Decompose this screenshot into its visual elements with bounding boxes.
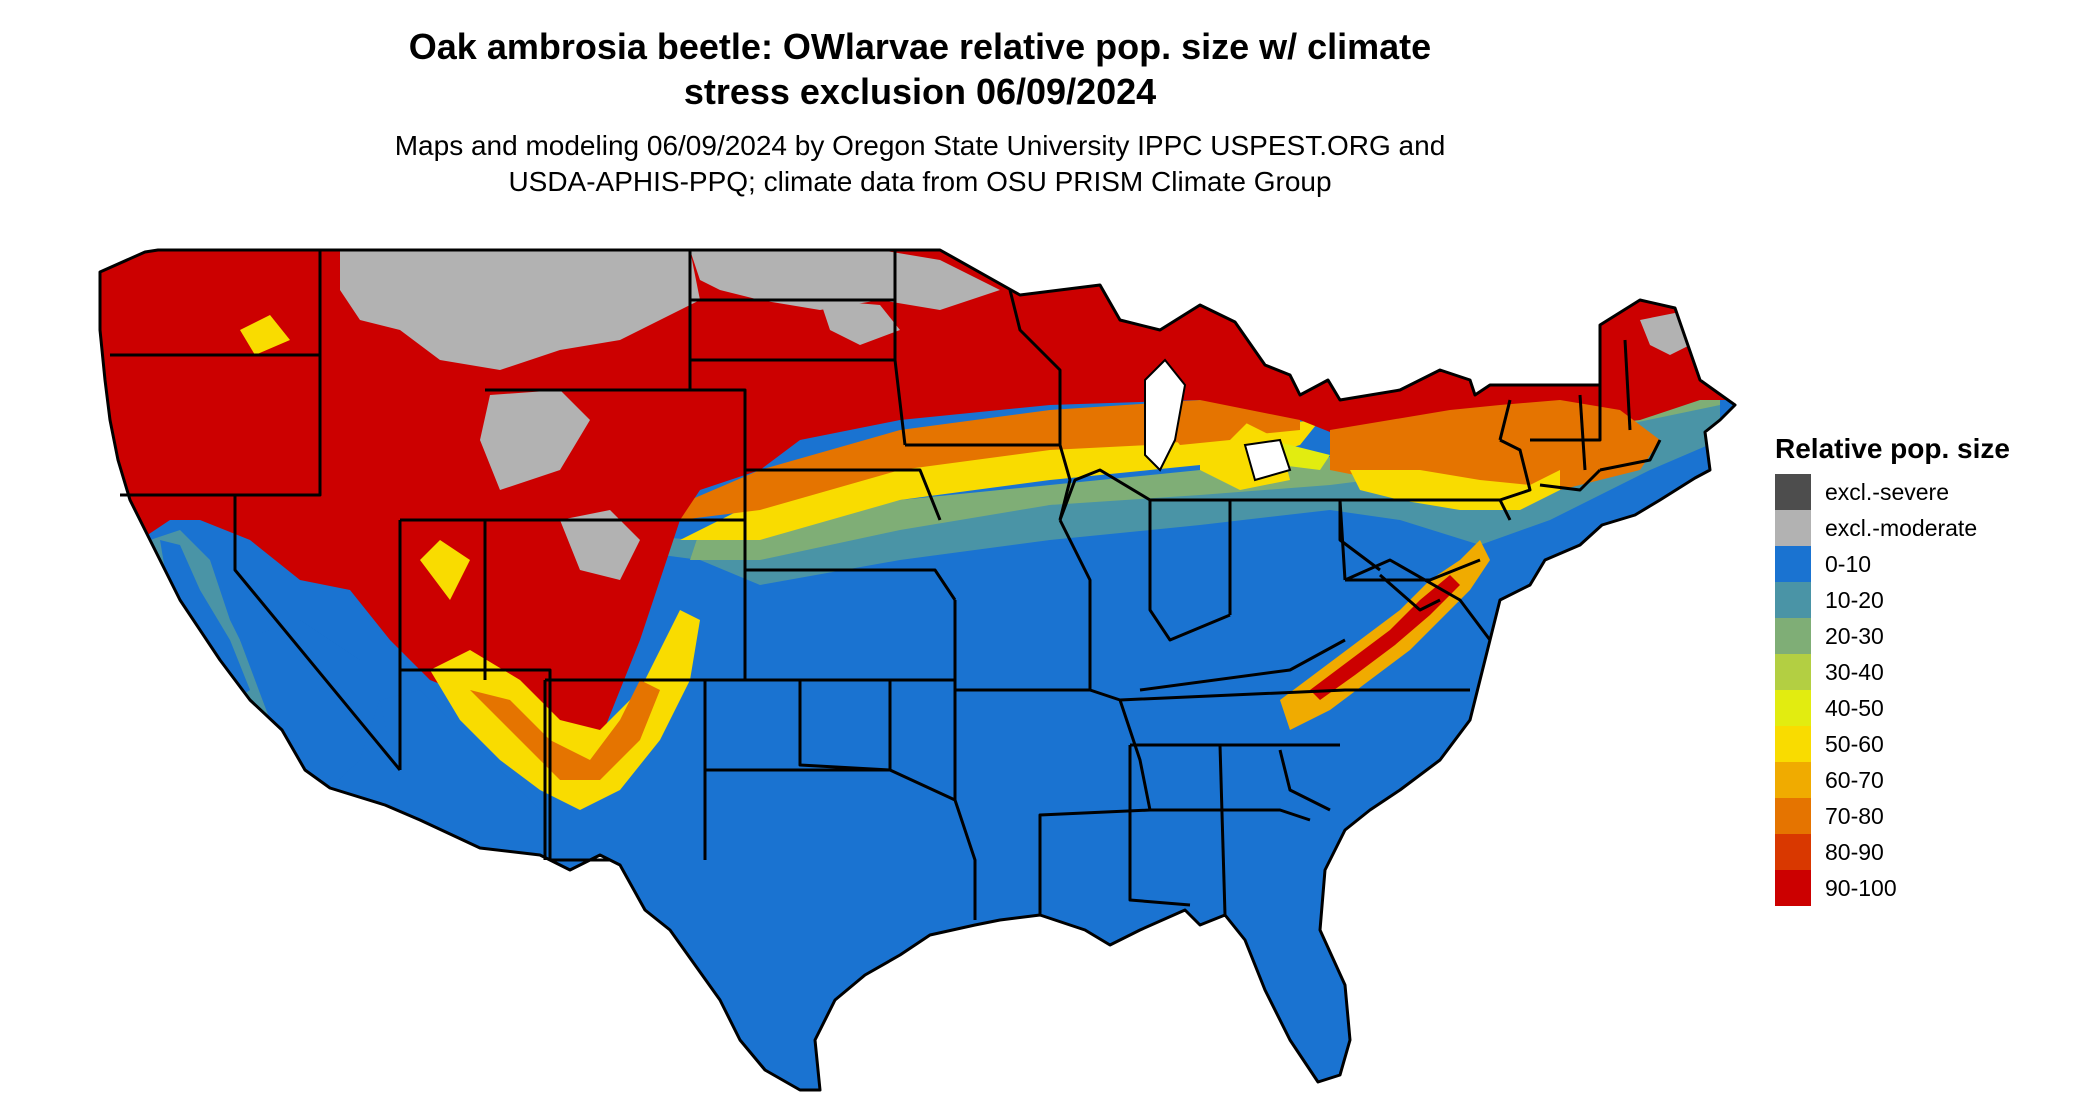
legend: Relative pop. size excl.-severe excl.-mod… — [1775, 432, 2010, 906]
legend-item: 80-90 — [1775, 834, 2010, 870]
map-subtitle-line1: Maps and modeling 06/09/2024 by Oregon S… — [394, 130, 1446, 161]
legend-item: excl.-moderate — [1775, 510, 2010, 546]
state-boundaries — [98, 248, 1737, 1092]
legend-label: 80-90 — [1825, 838, 1884, 865]
map-subtitle-line2: USDA-APHIS-PPQ; climate data from OSU PR… — [508, 166, 1332, 197]
legend-label: 20-30 — [1825, 622, 1884, 649]
legend-label: excl.-moderate — [1825, 514, 1978, 541]
legend-item: 10-20 — [1775, 582, 2010, 618]
legend-label: excl.-severe — [1825, 478, 1949, 505]
legend-swatch — [1775, 798, 1811, 834]
legend-swatch — [1775, 618, 1811, 654]
legend-item: excl.-severe — [1775, 474, 2010, 510]
legend-label: 0-10 — [1825, 550, 1872, 577]
legend-items: excl.-severe excl.-moderate 0-10 10-20 20-30… — [1775, 474, 2010, 906]
legend-swatch — [1775, 870, 1811, 906]
map-title-line2: stress exclusion 06/09/2024 — [683, 71, 1157, 112]
legend-swatch — [1775, 726, 1811, 762]
legend-label: 10-20 — [1825, 586, 1884, 613]
legend-swatch — [1775, 474, 1811, 510]
legend-swatch — [1775, 690, 1811, 726]
legend-swatch — [1775, 762, 1811, 798]
legend-swatch — [1775, 546, 1811, 582]
legend-swatch — [1775, 510, 1811, 546]
legend-swatch — [1775, 834, 1811, 870]
legend-label: 90-100 — [1825, 874, 1897, 901]
map-title-line1: Oak ambrosia beetle: OWlarvae relative p… — [408, 26, 1432, 67]
legend-item: 70-80 — [1775, 798, 2010, 834]
legend-label: 70-80 — [1825, 802, 1884, 829]
legend-item: 0-10 — [1775, 546, 2010, 582]
great-lakes — [1144, 358, 1292, 482]
legend-label: 30-40 — [1825, 658, 1884, 685]
legend-item: 30-40 — [1775, 654, 2010, 690]
legend-item: 20-30 — [1775, 618, 2010, 654]
legend-label: 40-50 — [1825, 694, 1884, 721]
legend-item: 40-50 — [1775, 690, 2010, 726]
map-subtitle: Maps and modeling 06/09/2024 by Oregon S… — [0, 128, 1840, 200]
legend-title: Relative pop. size — [1775, 433, 2010, 464]
legend-item: 90-100 — [1775, 870, 2010, 906]
population-raster — [100, 250, 1735, 1090]
legend-swatch — [1775, 654, 1811, 690]
legend-swatch — [1775, 582, 1811, 618]
legend-item: 60-70 — [1775, 762, 2010, 798]
map-title: Oak ambrosia beetle: OWlarvae relative p… — [0, 24, 1840, 114]
legend-label: 50-60 — [1825, 730, 1884, 757]
legend-label: 60-70 — [1825, 766, 1884, 793]
legend-item: 50-60 — [1775, 726, 2010, 762]
